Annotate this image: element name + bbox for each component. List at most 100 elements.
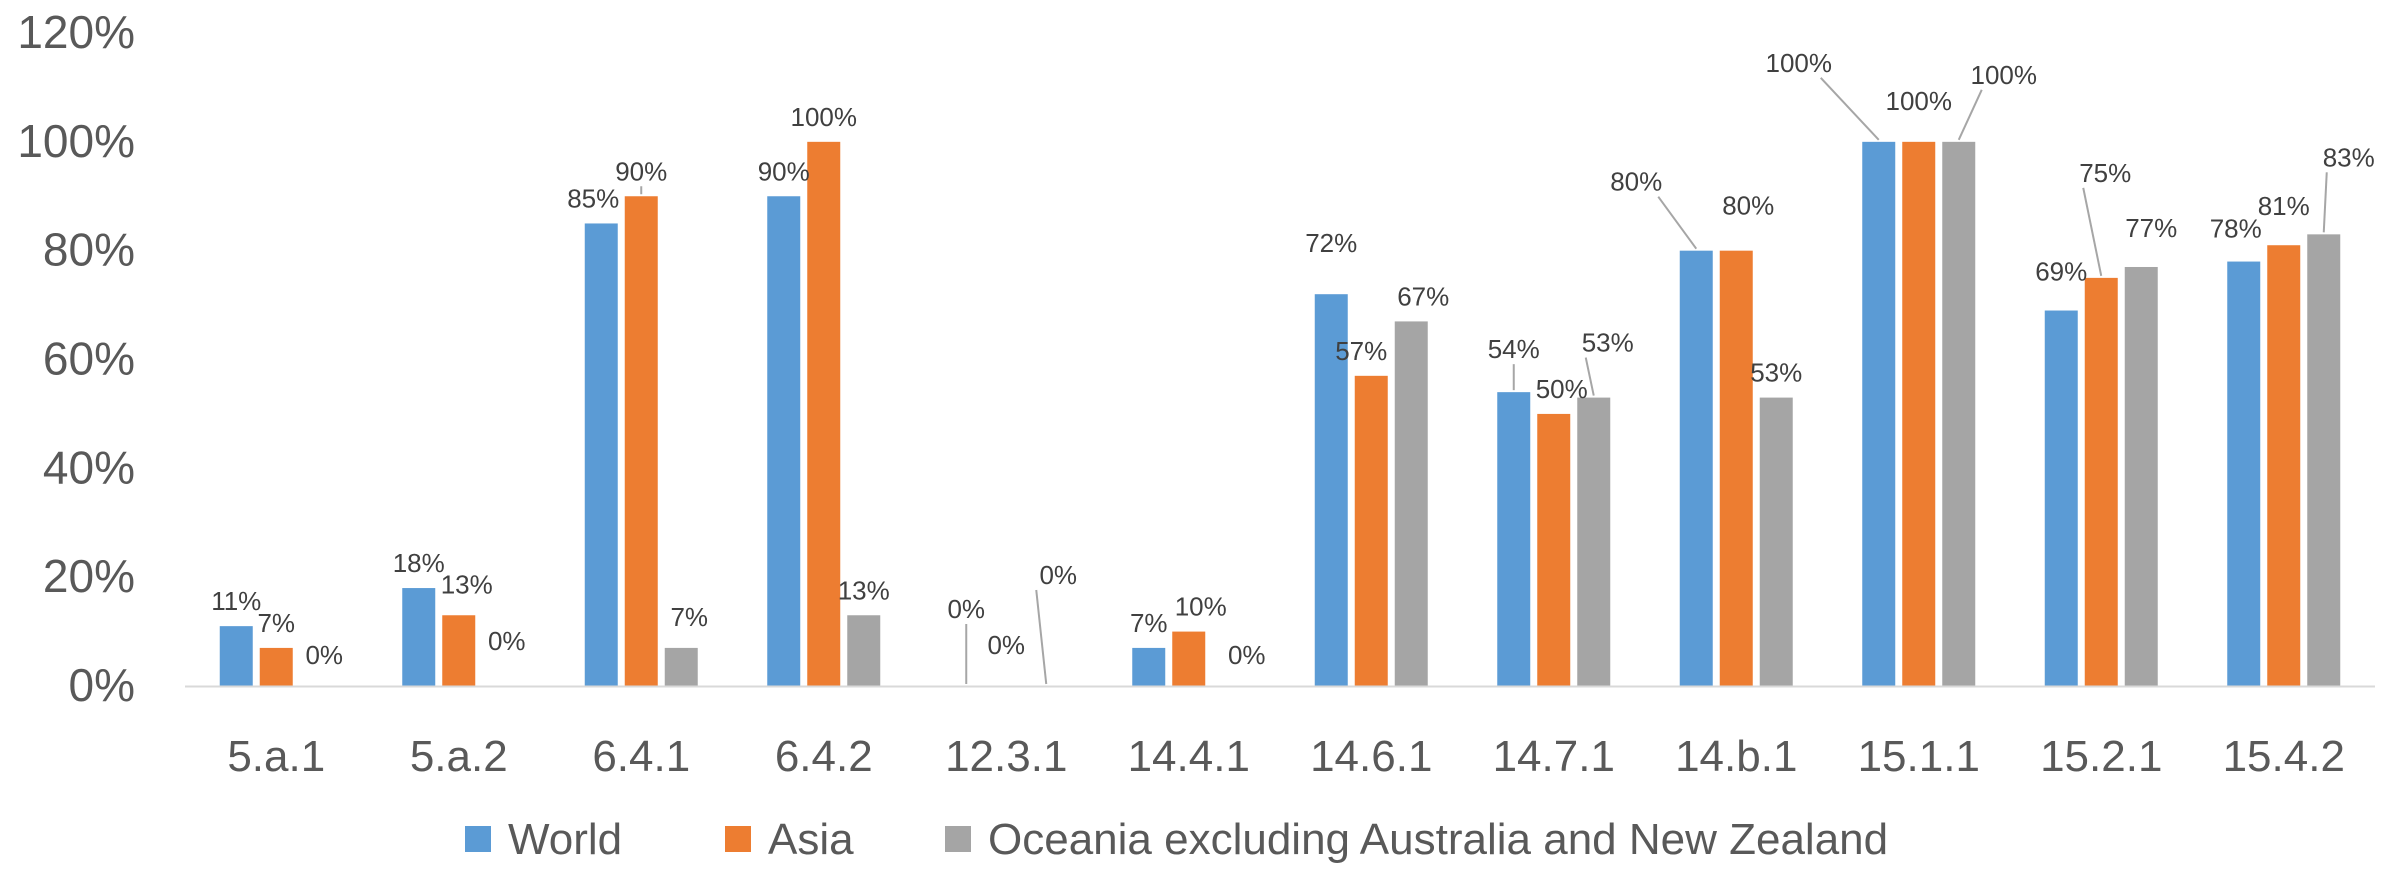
label-leader-line [1657,196,1698,250]
data-label: 75% [2079,158,2131,188]
bar-oceania [1942,141,1976,687]
data-label: 0% [1039,560,1077,590]
bar-oceania [664,647,698,686]
x-tick-label: 14.7.1 [1493,732,1615,781]
data-label: 78% [2210,214,2262,244]
data-label: 0% [1228,640,1266,670]
legend-label: World [508,815,622,864]
bar-oceania [1394,321,1428,686]
data-label: 90% [758,156,810,186]
data-label: 67% [1397,281,1449,311]
x-tick-label: 14.b.1 [1675,732,1797,781]
bar-world [767,196,801,686]
data-label: 80% [1722,191,1774,221]
data-label: 83% [2323,142,2375,172]
bar-world [584,223,618,687]
legend-swatch [465,826,491,852]
bar-asia [2084,277,2118,686]
x-tick-label: 5.a.1 [227,732,325,781]
data-label: 72% [1305,228,1357,258]
bar-world [1314,294,1348,686]
bar-oceania [847,615,881,686]
label-leader-line [1035,589,1048,685]
bar-oceania [2124,266,2158,686]
data-label: 90% [615,156,667,186]
data-label: 53% [1750,358,1802,388]
data-label: 0% [987,630,1025,660]
bar-world [402,588,436,686]
bar-world [2044,310,2078,686]
bar-oceania [1577,397,1611,686]
x-tick-label: 6.4.2 [775,732,873,781]
data-label: 54% [1488,334,1540,364]
x-tick-label: 15.2.1 [2040,732,2162,781]
label-leader-line [1957,89,1983,141]
x-tick-label: 14.4.1 [1128,732,1250,781]
data-label: 0% [488,626,526,656]
x-tick-label: 15.4.2 [2223,732,2345,781]
bar-world [2227,261,2261,686]
data-label: 80% [1610,167,1662,197]
label-leader-line [1820,77,1880,141]
y-tick-label: 60% [43,333,135,385]
bar-world [1862,141,1896,687]
bar-asia [807,141,841,687]
data-label: 0% [305,640,343,670]
y-tick-label: 100% [17,115,135,167]
data-label: 7% [1130,608,1168,638]
data-label: 7% [257,608,295,638]
bar-world [1497,392,1531,686]
bar-asia [1354,375,1388,686]
y-tick-label: 0% [69,659,135,711]
label-leader-line [1584,357,1595,396]
bar-asia [442,615,476,686]
bar-asia [259,647,293,686]
data-label: 100% [791,102,858,132]
x-tick-label: 12.3.1 [945,732,1067,781]
bar-oceania [2307,234,2341,686]
bar-asia [1719,250,1753,686]
data-label: 18% [393,548,445,578]
legend-swatch [945,826,971,852]
label-leader-lines [640,77,2328,685]
data-label: 100% [1886,86,1953,116]
x-axis: 5.a.1 5.a.2 6.4.1 6.4.2 12.3.1 14.4.1 14.6.1 14… [227,732,2345,781]
bar-world [219,626,253,686]
bar-asia [2267,245,2301,686]
data-label: 85% [567,183,619,213]
y-tick-label: 120% [17,6,135,58]
label-leader-line [2082,187,2103,277]
bars-group [219,141,2341,687]
data-label: 13% [838,575,890,605]
bar-asia [624,196,658,686]
bar-world [1132,647,1166,686]
data-label: 11% [211,586,261,616]
label-leader-line [2322,172,2328,233]
x-tick-label: 6.4.1 [592,732,690,781]
y-tick-label: 20% [43,550,135,602]
y-tick-label: 80% [43,224,135,276]
legend: World Asia Oceania excluding Australia and… [465,815,1888,864]
bar-asia [1537,413,1571,686]
data-label: 69% [2035,257,2087,287]
data-label: 100% [1971,60,2038,90]
data-label: 100% [1766,48,1833,78]
data-label: 77% [2125,213,2177,243]
bar-asia [1902,141,1936,687]
data-label: 0% [947,594,985,624]
legend-label: Oceania excluding Australia and New Zeal… [988,815,1888,864]
data-label: 10% [1175,592,1227,622]
x-tick-label: 15.1.1 [1858,732,1980,781]
x-tick-label: 5.a.2 [410,732,508,781]
legend-label: Asia [768,815,854,864]
bar-world [1679,250,1713,686]
data-label: 57% [1335,336,1387,366]
x-tick-label: 14.6.1 [1310,732,1432,781]
data-labels: 11%7%0%18%13%0%85%90%7%90%100%13%0%0%0%7… [211,48,2375,670]
y-axis: 0% 20% 40% 60% 80% 100% 120% [17,6,135,711]
data-label: 13% [441,569,493,599]
data-label: 50% [1536,374,1588,404]
data-label: 7% [670,602,708,632]
